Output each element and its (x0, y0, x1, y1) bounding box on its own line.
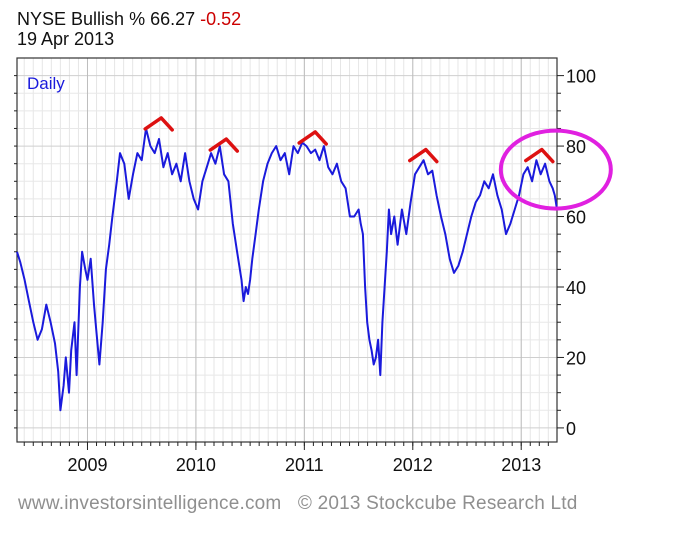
change-value: -0.52 (200, 9, 242, 29)
x-tick-label: 2012 (393, 455, 433, 475)
y-tick-label: 80 (566, 137, 586, 157)
plot-frame (16, 57, 558, 443)
axis-ticks: 0 20 40 60 80 100 2009 2010 2011 2012 2013 (14, 67, 596, 475)
chart-area: 0 20 40 60 80 100 2009 2010 2011 2012 2013 Daily (14, 57, 613, 475)
highlight-ellipse (498, 128, 613, 211)
x-tick-label: 2009 (67, 455, 107, 475)
y-tick-label: 60 (566, 208, 586, 228)
source-url: www.investorsintelligence.com (18, 493, 282, 514)
chart-date: 19 Apr 2013 (17, 29, 115, 49)
peak-marker (524, 147, 555, 164)
peak-marker (297, 130, 328, 146)
peak-marker (143, 116, 174, 132)
y-tick-label: 100 (566, 67, 596, 87)
series-line-group (16, 127, 558, 412)
footer-credit: www.investorsintelligence.com © 2013 Sto… (18, 493, 578, 515)
x-tick-label: 2013 (501, 455, 541, 475)
last-value: 66.27 (150, 9, 196, 29)
y-tick-label: 0 (566, 419, 576, 439)
percent-sign: % (129, 9, 146, 29)
peak-marker (408, 147, 439, 164)
x-tick-label: 2010 (176, 455, 216, 475)
x-tick-label: 2011 (285, 455, 324, 475)
series-label: Daily (27, 74, 65, 93)
copyright-text: © 2013 Stockcube Research Ltd (297, 493, 578, 514)
y-tick-label: 40 (566, 278, 586, 298)
peak-marker (208, 137, 240, 153)
series-line (16, 127, 558, 412)
chart-title: NYSE Bullish % 66.27 -0.52 (17, 10, 241, 28)
grid-lines (17, 58, 557, 442)
symbol-name: NYSE Bullish (17, 9, 125, 29)
y-tick-label: 20 (566, 348, 586, 368)
annotation-layer (143, 116, 613, 211)
